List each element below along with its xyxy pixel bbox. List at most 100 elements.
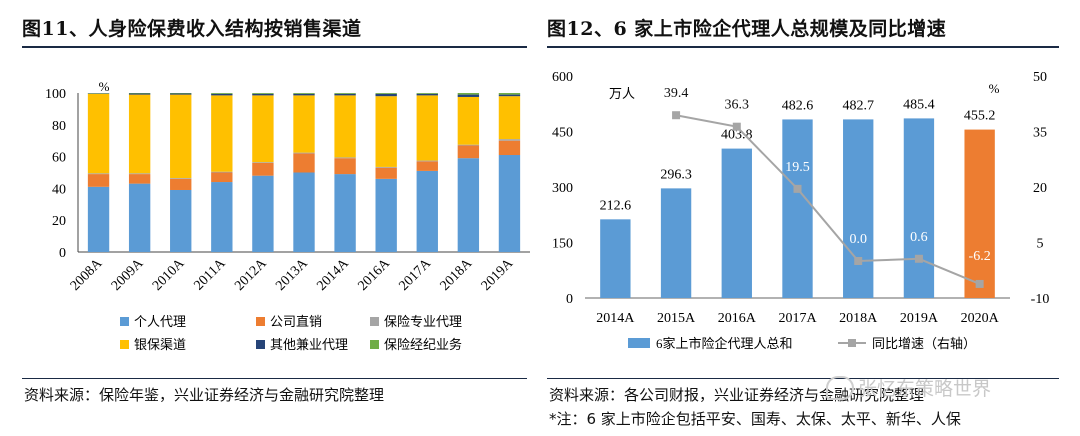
- left-bar-segment: [375, 167, 397, 179]
- left-chart-title: 图11、人身险保费收入结构按销售渠道: [22, 18, 362, 40]
- right-x-tick-label: 2015A: [657, 311, 696, 326]
- left-bar-segment: [293, 93, 315, 96]
- right-growth-point: [672, 111, 681, 120]
- right-growth-value-label: 36.3: [725, 98, 750, 113]
- left-bar-segment: [498, 155, 521, 252]
- left-legend-label: 银保渠道: [134, 337, 186, 352]
- left-bar-segment: [252, 95, 274, 163]
- right-y-right-tick-label: 5: [1037, 237, 1044, 252]
- right-x-tick-label: 2020A: [961, 311, 1000, 326]
- left-x-tick-label: 2011A: [191, 256, 229, 294]
- left-bar-segment: [211, 93, 233, 94]
- left-bar-segment: [375, 93, 397, 94]
- left-bar-segment: [457, 94, 480, 97]
- right-bar-value-label: 212.6: [600, 198, 632, 213]
- left-bar-segment: [211, 93, 233, 96]
- left-x-tick-label: 2008A: [68, 256, 106, 294]
- left-x-tick-label: 2014A: [314, 256, 352, 294]
- left-bar-segment: [170, 189, 192, 252]
- right-y-right-tick-label: 35: [1033, 126, 1047, 141]
- left-bar-segment: [211, 182, 233, 252]
- left-bar-segment: [498, 93, 521, 95]
- right-growth-line: [675, 114, 981, 285]
- left-legend-label: 保险专业代理: [384, 314, 462, 329]
- right-y-right-tick-label: -10: [1031, 292, 1050, 307]
- left-bar-segment: [211, 172, 233, 183]
- right-bar: [782, 119, 813, 298]
- right-bar-value-label: 455.2: [964, 109, 996, 124]
- right-source-rule: [547, 378, 1059, 379]
- left-y-tick-label: 0: [59, 246, 66, 261]
- left-bar-segment: [416, 93, 438, 94]
- left-bar-segment: [334, 93, 356, 94]
- left-bar-segment: [87, 93, 110, 174]
- left-bar-segment: [334, 157, 356, 159]
- watermark-text: 张忆东策略世界: [858, 378, 992, 400]
- left-bar-segment: [293, 153, 315, 173]
- right-growth-value-label: 19.5: [785, 160, 810, 175]
- left-source-text: 资料来源：保险年鉴，兴业证券经济与金融研究院整理: [24, 386, 385, 404]
- left-y-tick-label: 40: [52, 182, 66, 197]
- left-bar-segment: [457, 96, 480, 145]
- right-legend-bar-label: 6家上市险企代理人总和: [656, 336, 793, 351]
- left-y-tick-label: 80: [52, 119, 66, 134]
- left-title-rule: [22, 46, 527, 48]
- left-bar-segment: [375, 93, 397, 97]
- left-bar-segment: [170, 93, 192, 95]
- left-bar-segment: [128, 93, 151, 95]
- left-bar-segment: [170, 178, 192, 179]
- left-bar-segment: [416, 93, 438, 96]
- right-x-tick-label: 2017A: [778, 311, 817, 326]
- left-x-tick-label: 2010A: [150, 256, 188, 294]
- right-y-left-tick-label: 600: [552, 70, 573, 85]
- left-legend-swatch: [256, 317, 265, 326]
- left-legend-swatch: [370, 317, 379, 326]
- right-bar-value-label: 296.3: [660, 167, 692, 182]
- left-bar-segment: [87, 174, 110, 187]
- left-bar-segment: [87, 173, 110, 175]
- right-bar-line-chart: 0 150 300 450 600 -10 5 20 35 50 万人 % 212.6 2014A 296.…: [552, 70, 1050, 351]
- left-legend-swatch: [120, 340, 129, 349]
- left-x-tick-label: 2013A: [273, 256, 311, 294]
- right-note-text: *注：6 家上市险企包括平安、国寿、太保、太平、新华、人保: [549, 410, 961, 428]
- left-bar-segment: [457, 145, 480, 159]
- left-y-tick-label: 60: [52, 151, 66, 166]
- left-y-tick-label: 20: [52, 214, 66, 229]
- left-bar-segment: [293, 93, 315, 94]
- left-x-tick-label: 2018A: [438, 256, 476, 294]
- left-bar-segment: [416, 170, 438, 252]
- right-x-tick-label: 2018A: [839, 311, 878, 326]
- left-bar-segment: [375, 178, 397, 252]
- left-bar-segment: [457, 158, 480, 252]
- right-legend-line-label: 同比增速（右轴）: [872, 336, 976, 351]
- left-bar-segment: [293, 95, 315, 153]
- right-growth-value-label: -6.2: [969, 249, 991, 264]
- left-legend-label: 其他兼业代理: [270, 337, 348, 352]
- left-x-tick-label: 2012A: [232, 256, 270, 294]
- right-bar-value-label: 482.7: [842, 98, 874, 113]
- right-growth-point: [732, 122, 741, 131]
- left-bar-segment: [170, 178, 192, 190]
- left-bar-segment: [416, 95, 438, 161]
- right-growth-point: [793, 184, 802, 193]
- left-bar-segment: [375, 166, 397, 168]
- left-x-tick-label: 2016A: [355, 256, 393, 294]
- left-bar-segment: [211, 95, 233, 172]
- left-x-tick-label: 2017A: [397, 256, 435, 294]
- left-bar-segment: [498, 96, 521, 140]
- left-legend-label: 保险经纪业务: [384, 337, 462, 352]
- left-bar-segment: [170, 94, 192, 179]
- right-title-rule: [547, 46, 1059, 48]
- left-bar-segment: [211, 171, 233, 173]
- left-bar-segment: [128, 183, 151, 252]
- right-growth-value-label: 39.4: [664, 86, 689, 101]
- right-y-right-tick-label: 50: [1033, 70, 1047, 85]
- left-bar-segment: [128, 94, 151, 174]
- left-x-tick-label: 2009A: [109, 256, 147, 294]
- left-bar-segment: [87, 186, 110, 252]
- left-bar-segment: [416, 160, 438, 162]
- left-bar-segment: [252, 175, 274, 252]
- right-growth-point: [854, 257, 863, 265]
- left-bar-segment: [498, 94, 521, 97]
- left-y-tick-label: 100: [45, 87, 66, 102]
